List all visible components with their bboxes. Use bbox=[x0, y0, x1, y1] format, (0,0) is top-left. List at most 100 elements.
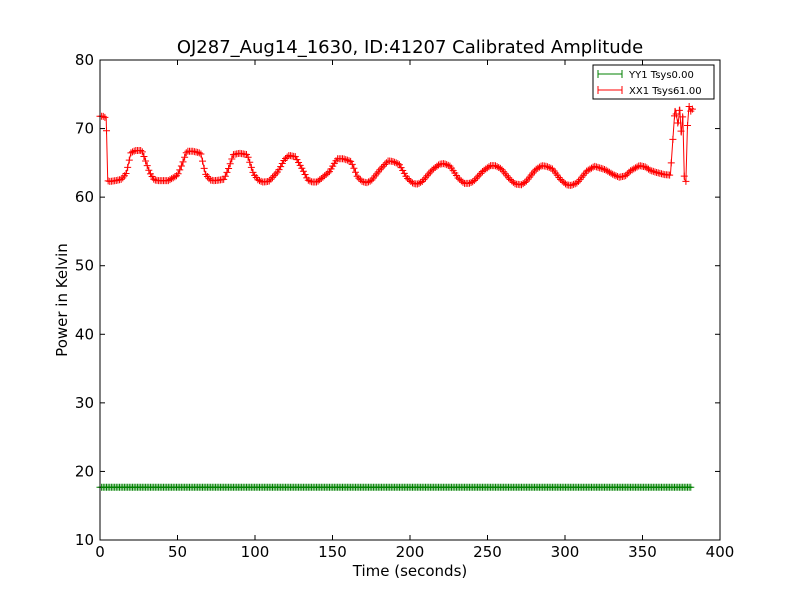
chart-title: OJ287_Aug14_1630, ID:41207 Calibrated Am… bbox=[177, 37, 643, 58]
data-point-marker bbox=[199, 157, 207, 165]
data-point-marker bbox=[508, 177, 516, 185]
data-point-marker bbox=[382, 159, 390, 167]
y-tick-label: 10 bbox=[75, 531, 94, 549]
data-point-marker bbox=[496, 164, 504, 172]
data-point-marker bbox=[355, 174, 363, 182]
data-point-marker bbox=[474, 173, 482, 181]
legend-swatch-marker bbox=[597, 70, 623, 78]
legend-box bbox=[592, 64, 715, 100]
axis-ticks: 0 50 100 150 200 250 300 350 400 10 20 30 40 50 60 70 80 bbox=[75, 51, 734, 561]
data-point-marker bbox=[477, 169, 485, 177]
y-tick-label: 60 bbox=[75, 188, 94, 206]
data-point-marker bbox=[342, 156, 350, 164]
data-point-marker bbox=[255, 177, 263, 185]
data-point-marker bbox=[633, 163, 641, 171]
data-point-marker bbox=[177, 162, 185, 170]
data-point-marker bbox=[470, 177, 478, 185]
x-axis-label: Time (seconds) bbox=[352, 562, 468, 580]
data-point-marker bbox=[594, 163, 602, 171]
data-point-marker bbox=[379, 162, 387, 170]
data-point-marker bbox=[127, 149, 135, 157]
data-point-marker bbox=[435, 161, 443, 169]
x-tick-label: 200 bbox=[396, 543, 425, 561]
series-yy1 bbox=[96, 483, 695, 491]
data-point-marker bbox=[138, 148, 146, 156]
data-point-marker bbox=[150, 175, 158, 183]
data-point-marker bbox=[182, 149, 190, 157]
data-point-marker bbox=[130, 147, 138, 155]
data-point-marker bbox=[129, 148, 137, 156]
data-point-marker bbox=[535, 163, 543, 171]
data-point-marker bbox=[687, 483, 695, 491]
data-point-marker bbox=[195, 149, 203, 157]
data-point-marker bbox=[143, 162, 151, 170]
y-tick-label: 50 bbox=[75, 257, 94, 275]
data-point-marker bbox=[324, 169, 332, 177]
data-point-marker bbox=[223, 168, 231, 176]
legend-label: XX1 Tsys61.00 bbox=[629, 86, 702, 97]
y-tick-label: 80 bbox=[75, 51, 94, 69]
legend-label: YY1 Tsys0.00 bbox=[628, 70, 694, 81]
x-tick-label: 350 bbox=[628, 543, 657, 561]
data-point-marker bbox=[296, 161, 304, 169]
data-point-marker bbox=[570, 180, 578, 188]
data-point-marker bbox=[283, 153, 291, 161]
data-point-marker bbox=[684, 121, 692, 129]
data-point-marker bbox=[270, 172, 278, 180]
data-point-marker bbox=[400, 169, 408, 177]
y-tick-label: 30 bbox=[75, 394, 94, 412]
data-point-marker bbox=[293, 156, 301, 164]
data-point-marker bbox=[649, 167, 657, 175]
x-tick-label: 300 bbox=[551, 543, 580, 561]
data-point-marker bbox=[679, 113, 687, 121]
data-point-marker bbox=[221, 172, 229, 180]
data-point-marker bbox=[395, 161, 403, 169]
data-point-marker bbox=[426, 168, 434, 176]
x-tick-label: 100 bbox=[241, 543, 270, 561]
data-point-marker bbox=[454, 174, 462, 182]
data-point-marker bbox=[399, 167, 407, 175]
y-tick-label: 20 bbox=[75, 462, 94, 480]
data-point-marker bbox=[101, 113, 109, 121]
legend-swatch-marker bbox=[597, 86, 623, 94]
data-point-marker bbox=[145, 166, 153, 174]
data-point-marker bbox=[545, 164, 553, 172]
data-point-marker bbox=[607, 169, 615, 177]
data-point-marker bbox=[667, 159, 675, 167]
data-point-marker bbox=[469, 178, 477, 186]
data-point-marker bbox=[171, 173, 179, 181]
data-point-marker bbox=[343, 156, 351, 164]
data-point-marker bbox=[278, 160, 286, 168]
data-point-marker bbox=[609, 170, 617, 178]
data-point-marker bbox=[226, 160, 234, 168]
x-tick-label: 50 bbox=[168, 543, 187, 561]
data-point-marker bbox=[378, 164, 386, 172]
data-point-marker bbox=[117, 175, 125, 183]
data-point-marker bbox=[610, 171, 618, 179]
data-point-marker bbox=[228, 155, 236, 163]
data-point-marker bbox=[347, 157, 355, 165]
data-point-marker bbox=[340, 155, 348, 163]
data-point-marker bbox=[404, 175, 412, 183]
data-point-marker bbox=[142, 157, 150, 165]
data-point-marker bbox=[301, 171, 309, 179]
data-point-marker bbox=[352, 168, 360, 176]
data-point-marker bbox=[506, 175, 514, 183]
data-point-marker bbox=[573, 179, 581, 187]
data-point-marker bbox=[443, 161, 451, 169]
data-point-marker bbox=[394, 160, 402, 168]
data-point-marker bbox=[561, 180, 569, 188]
data-point-marker bbox=[176, 166, 184, 174]
data-point-marker bbox=[485, 163, 493, 171]
data-point-marker bbox=[275, 166, 283, 174]
data-point-marker bbox=[179, 158, 187, 166]
data-point-marker bbox=[408, 179, 416, 187]
data-point-marker bbox=[291, 153, 299, 161]
data-point-marker bbox=[249, 168, 257, 176]
data-point-marker bbox=[306, 177, 314, 185]
data-point-marker bbox=[225, 165, 233, 173]
data-point-marker bbox=[596, 164, 604, 172]
data-point-marker bbox=[472, 175, 480, 183]
